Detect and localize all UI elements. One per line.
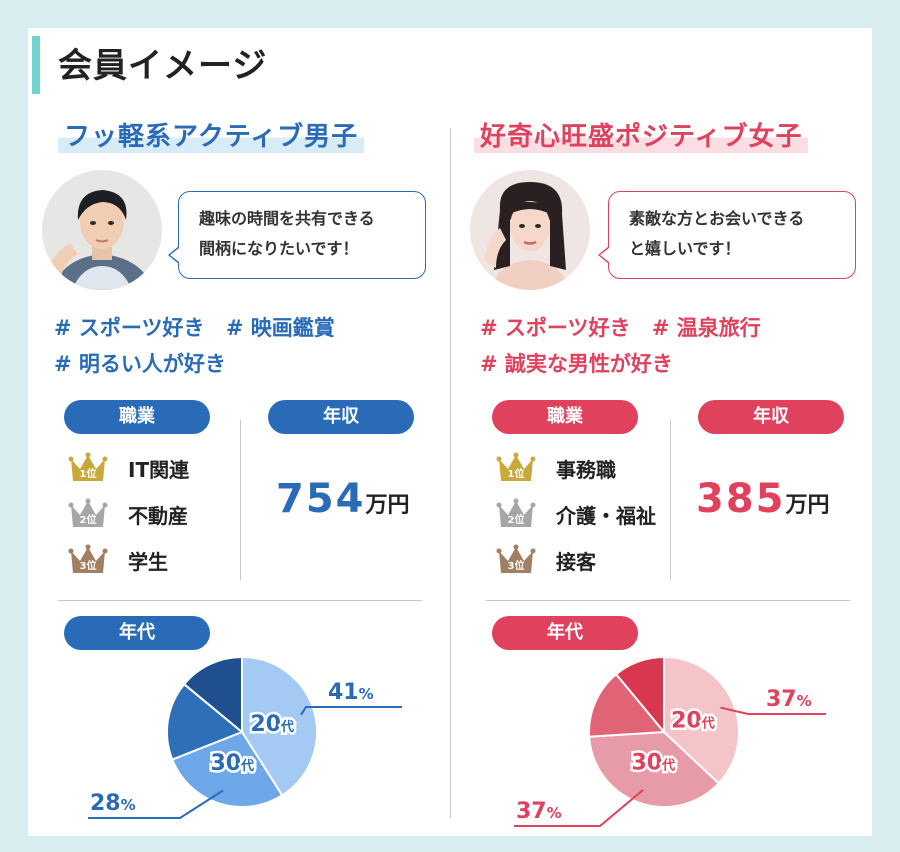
- gold-crown-icon: 1位: [496, 451, 536, 485]
- female-tags: # スポーツ好き # 温泉旅行 # 誠実な男性が好き: [480, 310, 775, 382]
- male-avatar: [42, 170, 162, 290]
- pie-slice: [663, 655, 740, 785]
- rank-label: 介護・福祉: [556, 503, 656, 528]
- pie-slice-label: 20代: [250, 712, 294, 737]
- pie-slice: [588, 730, 721, 808]
- pie-slice: [588, 672, 667, 738]
- gold-crown-icon: 1位: [68, 451, 108, 485]
- female-tag: # 誠実な男性が好き: [480, 352, 673, 376]
- rank-label: 不動産: [128, 503, 188, 528]
- male-rank-1: 1位 IT関連: [68, 448, 189, 488]
- male-tags: # スポーツ好き # 映画鑑賞 # 明るい人が好き: [54, 310, 349, 382]
- male-age-pie-chart: 20代 30代 41% 28%: [88, 655, 402, 819]
- male-tag: # 映画鑑賞: [225, 316, 335, 340]
- male-profile-column: フッ軽系アクティブ男子 趣味の時間を共有できる 間柄になりたいです！: [28, 28, 448, 836]
- female-rank-3: 3位 接客: [496, 540, 596, 580]
- member-image-card: 会員イメージ フッ軽系アクティブ男子 趣味の時間を共有できる 間柄になりたいです…: [28, 28, 872, 836]
- male-quote-line2: 間柄になりたいです！: [199, 239, 359, 258]
- callout-line: [720, 706, 826, 715]
- callout-line: [88, 789, 224, 819]
- female-quote-line2: と嬉しいです！: [629, 239, 741, 258]
- section-divider: [58, 600, 422, 601]
- percentage-label: 37%: [516, 799, 562, 824]
- female-avatar: [470, 170, 590, 290]
- female-income-pill: 年収: [698, 400, 844, 434]
- income-unit: 万円: [785, 493, 830, 518]
- rank-label: 接客: [556, 549, 596, 574]
- female-tag: # スポーツ好き: [480, 316, 631, 340]
- male-heading: フッ軽系アクティブ男子: [58, 116, 365, 153]
- female-income: 385万円: [696, 476, 830, 522]
- pie-slice: [170, 730, 284, 808]
- title-accent-bar: [32, 36, 40, 94]
- bronze-crown-icon: 3位: [68, 543, 108, 577]
- female-age-pie-chart: 20代 30代 37% 37%: [514, 655, 826, 827]
- male-income: 754万円: [276, 476, 410, 522]
- rank-label: 事務職: [556, 457, 616, 482]
- male-rank-3: 3位 学生: [68, 540, 168, 580]
- male-age-pill: 年代: [64, 616, 210, 650]
- male-occupation-pill: 職業: [64, 400, 210, 434]
- income-divider: [240, 420, 241, 580]
- female-income-value: 385: [696, 476, 786, 522]
- male-quote-bubble: 趣味の時間を共有できる 間柄になりたいです！: [168, 191, 426, 279]
- percentage-label: 37%: [766, 687, 812, 712]
- pie-slice-label: 30代: [210, 751, 254, 776]
- section-divider: [486, 600, 850, 601]
- percentage-label: 41%: [328, 680, 374, 705]
- female-heading: 好奇心旺盛ポジティブ女子: [474, 116, 809, 153]
- percentage-label: 28%: [90, 791, 136, 816]
- pie-slice: [166, 682, 244, 761]
- male-income-pill: 年収: [268, 400, 414, 434]
- rank-label: IT関連: [128, 457, 190, 482]
- female-quote-line1: 素敵な方とお会いできる: [629, 209, 805, 228]
- pie-slice-label: 20代: [671, 708, 715, 733]
- callout-line: [514, 789, 644, 827]
- female-rank-1: 1位 事務職: [496, 448, 616, 488]
- male-tag: # スポーツ好き: [54, 316, 205, 340]
- male-income-value: 754: [276, 476, 366, 522]
- page-title: 会員イメージ: [58, 46, 268, 86]
- female-occupation-pill: 職業: [492, 400, 638, 434]
- silver-crown-icon: 2位: [68, 497, 108, 531]
- silver-crown-icon: 2位: [496, 497, 536, 531]
- income-divider: [670, 420, 671, 580]
- female-tag: # 温泉旅行: [651, 316, 761, 340]
- column-divider: [450, 128, 451, 818]
- callout-line: [300, 706, 402, 716]
- rank-label: 学生: [128, 549, 168, 574]
- female-age-pill: 年代: [492, 616, 638, 650]
- income-unit: 万円: [365, 493, 410, 518]
- pie-slice: [614, 655, 665, 735]
- male-rank-2: 2位 不動産: [68, 494, 188, 534]
- pie-slice-label: 30代: [632, 751, 676, 776]
- pie-slice: [182, 655, 243, 735]
- female-rank-2: 2位 介護・福祉: [496, 494, 656, 534]
- male-quote-line1: 趣味の時間を共有できる: [199, 209, 375, 228]
- female-profile-column: 好奇心旺盛ポジティブ女子 素敵な方とお会いできる と嬉しいです！ # スポーツ好…: [452, 28, 872, 836]
- bronze-crown-icon: 3位: [496, 543, 536, 577]
- male-tag: # 明るい人が好き: [54, 352, 226, 376]
- female-quote-bubble: 素敵な方とお会いできる と嬉しいです！: [598, 191, 856, 279]
